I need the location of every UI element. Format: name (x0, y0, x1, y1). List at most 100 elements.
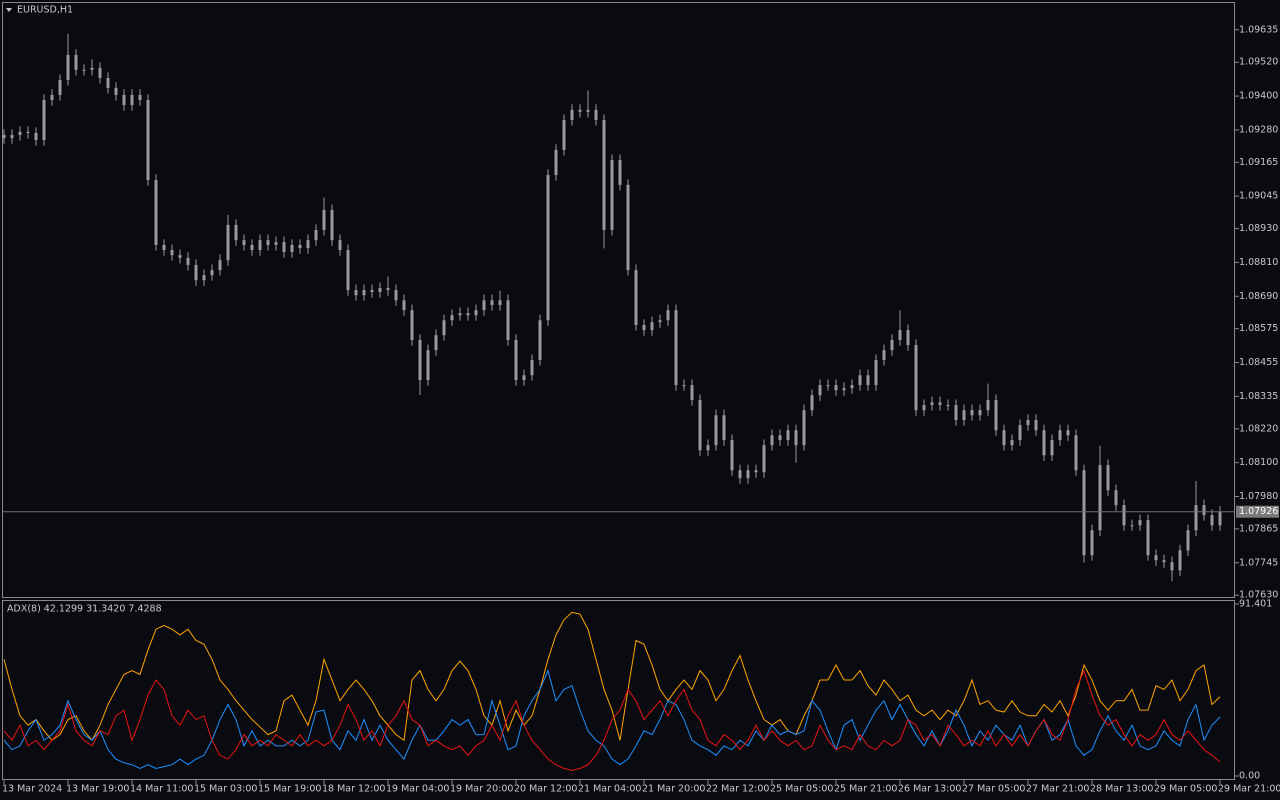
candle-body (402, 300, 406, 311)
candle-body (1050, 440, 1054, 456)
candle-body (658, 320, 662, 323)
y-tick-label: 1.08810 (1239, 257, 1278, 268)
y-tick-label: 1.08930 (1239, 223, 1278, 234)
y-tick-label: 1.07980 (1239, 491, 1278, 502)
y-tick-label: 1.08220 (1239, 423, 1278, 434)
candle-body (490, 300, 494, 306)
candle-body (1122, 505, 1126, 526)
candle-body (946, 405, 950, 407)
candle-body (850, 385, 854, 389)
candle-body (114, 87, 118, 95)
candle-body (450, 315, 454, 321)
candle-body (306, 240, 310, 249)
candle-body (26, 131, 30, 133)
indicator-line (3, 611, 1221, 742)
x-tick-label: 26 Mar 13:00 (898, 784, 961, 795)
candle-body (58, 79, 62, 95)
candle-body (386, 288, 390, 291)
candle-body (570, 109, 574, 121)
candle-body (722, 415, 726, 441)
candle-body (42, 100, 46, 141)
candle-body (130, 94, 134, 106)
candle-body (170, 250, 174, 256)
candle-body (1146, 520, 1150, 556)
candle-body (994, 400, 998, 431)
x-tick-label: 13 Mar 2024 (2, 784, 62, 795)
candle-body (778, 435, 782, 441)
indicator-pane-border (2, 600, 1235, 780)
candle-body (890, 339, 894, 351)
candle-body (186, 257, 190, 265)
candle-body (354, 290, 358, 296)
candle-body (1170, 562, 1174, 571)
candle-body (122, 94, 126, 106)
symbol-menu-arrow[interactable] (6, 8, 12, 12)
candle-body (666, 310, 670, 321)
candle-body (954, 405, 958, 421)
candle-body (1186, 530, 1190, 551)
candle-body (330, 209, 334, 241)
candle-body (1106, 465, 1110, 491)
candle-body (586, 109, 590, 112)
candle-body (1138, 520, 1142, 526)
candle-body (882, 350, 886, 360)
candle-body (138, 94, 142, 101)
candle-body (362, 290, 366, 296)
candle-body (1154, 555, 1158, 561)
candle-body (506, 300, 510, 340)
candle-body (1130, 525, 1134, 527)
candle-body (1114, 490, 1118, 506)
candle-body (634, 270, 638, 326)
candle-body (34, 132, 38, 141)
candle-body (106, 78, 110, 88)
candle-body (738, 470, 742, 479)
candle-body (698, 400, 702, 451)
candle-body (410, 310, 414, 340)
candle-body (514, 339, 518, 381)
candle-body (10, 134, 14, 139)
candle-body (1026, 420, 1030, 426)
y-tick-label: 1.09635 (1239, 24, 1278, 35)
candle-body (50, 94, 54, 101)
candle-body (562, 120, 566, 150)
x-tick-label: 13 Mar 19:00 (66, 784, 129, 795)
indicator-title: ADX(8) 42.1299 31.3420 7.4288 (7, 604, 162, 615)
candle-body (234, 224, 238, 241)
y-tick-label: 1.09520 (1239, 57, 1278, 68)
chart-title: EURUSD,H1 (17, 5, 73, 16)
candle-body (962, 410, 966, 421)
candle-body (602, 120, 606, 231)
candle-body (1210, 515, 1214, 526)
candle-body (426, 350, 430, 381)
candle-body (618, 160, 622, 185)
candle-body (1218, 511, 1222, 526)
y-tick-label: 1.07745 (1239, 557, 1278, 568)
candle-body (322, 209, 326, 231)
x-tick-label: 14 Mar 11:00 (130, 784, 193, 795)
candle-body (498, 300, 502, 306)
candle-body (578, 109, 582, 112)
x-tick-label: 20 Mar 12:00 (514, 784, 577, 795)
candle-body (1090, 530, 1094, 556)
x-tick-label: 19 Mar 20:00 (450, 784, 513, 795)
x-tick-label: 15 Mar 19:00 (258, 784, 321, 795)
candle-body (1058, 430, 1062, 441)
indicator-line (3, 669, 1221, 771)
candle-body (1098, 465, 1102, 531)
candle-body (874, 360, 878, 386)
x-tick-label: 19 Mar 04:00 (386, 784, 449, 795)
candle-body (826, 385, 830, 387)
y-tick-label: 1.08455 (1239, 357, 1278, 368)
candle-body (1002, 430, 1006, 446)
candle-body (842, 388, 846, 391)
candle-body (866, 375, 870, 386)
candle-body (714, 415, 718, 446)
candle-body (314, 230, 318, 241)
candle-body (474, 310, 478, 316)
y-tick-label: 1.07865 (1239, 523, 1278, 534)
candle-body (1202, 505, 1206, 516)
candle-body (2, 134, 6, 139)
x-tick-label: 18 Mar 12:00 (322, 784, 385, 795)
candle-body (370, 290, 374, 293)
